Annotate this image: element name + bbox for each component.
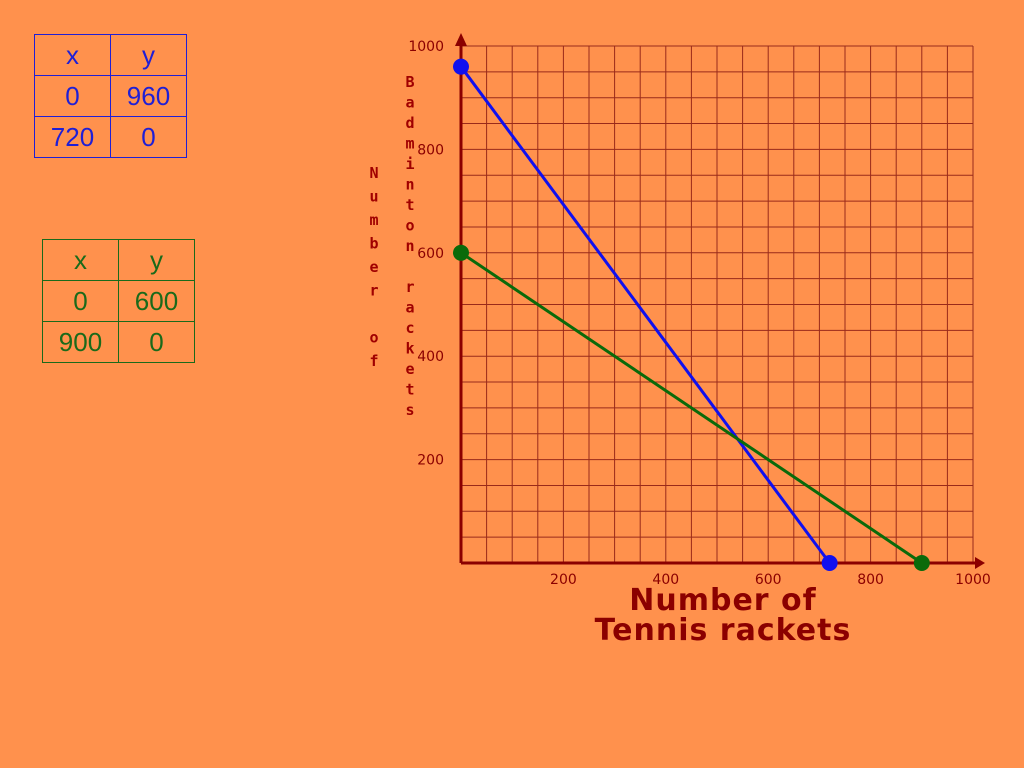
y-axis-label-letter: f <box>369 352 378 370</box>
y-axis-label-letter: t <box>405 196 414 214</box>
tick-labels: 200 400 600 800 1000 200 400 600 800 1000 <box>408 39 990 588</box>
y-axis-label-letter: n <box>405 176 414 194</box>
x-axis-label-line: Tennis rackets <box>595 613 852 648</box>
table-row: 900 0 <box>42 321 195 363</box>
axes <box>455 33 985 569</box>
y-axis-label-letter: B <box>405 73 414 91</box>
y-tick-label: 800 <box>417 142 444 158</box>
y-axis-label-letter: t <box>405 381 414 399</box>
series-point-2 <box>913 555 930 571</box>
y-axis-label-letter: a <box>405 299 414 317</box>
x-axis-arrow <box>975 557 985 569</box>
table-cell: 720 <box>34 116 111 158</box>
series-point-1 <box>453 58 469 75</box>
table-row: x y <box>34 34 187 76</box>
x-axis-label-line: Number of <box>629 583 816 618</box>
y-axis-label-letter: e <box>369 258 378 276</box>
y-axis-arrow <box>455 33 467 46</box>
grid <box>461 45 974 563</box>
y-tick-label: 1000 <box>408 39 444 55</box>
table-cell: 0 <box>118 321 195 363</box>
y-tick-label: 200 <box>417 453 444 469</box>
table-cell: 600 <box>118 280 195 322</box>
y-axis-label-letter: o <box>405 217 414 235</box>
y-axis-label-letter: r <box>369 282 378 300</box>
y-axis-label-letter: n <box>405 237 414 255</box>
y-axis-label-letter: b <box>369 235 378 253</box>
table-row: 720 0 <box>34 116 187 158</box>
y-axis-label-letter: r <box>405 278 414 296</box>
table-cell: 0 <box>42 280 119 322</box>
y-axis-label-letter: d <box>405 114 414 132</box>
y-axis-label-letter: o <box>369 329 378 347</box>
y-axis-label-letter: c <box>405 319 414 337</box>
series-point-1 <box>821 555 838 571</box>
y-axis-label-letter: e <box>405 360 414 378</box>
table-green: x y 0 600 900 0 <box>42 239 195 363</box>
y-axis-label-letter: i <box>405 155 414 173</box>
table-row: 0 960 <box>34 75 187 117</box>
x-tick-label: 200 <box>550 572 577 588</box>
series-group <box>453 58 930 571</box>
y-axis-label-letter: N <box>369 164 378 182</box>
table-cell: 0 <box>110 116 187 158</box>
table-cell: 960 <box>110 75 187 117</box>
y-axis-label-letter: u <box>369 188 378 206</box>
y-tick-label: 400 <box>417 349 444 365</box>
x-tick-label: 600 <box>755 572 782 588</box>
table-blue: x y 0 960 720 0 <box>34 34 187 158</box>
series-line-1 <box>459 65 831 564</box>
series-line-2 <box>460 251 923 565</box>
table-header-cell: y <box>110 34 187 76</box>
y-axis-label-letter: m <box>369 211 378 229</box>
y-axis-label-letter: s <box>405 401 414 419</box>
table-header-cell: x <box>34 34 111 76</box>
series-point-2 <box>453 244 469 261</box>
x-tick-label: 400 <box>652 572 679 588</box>
y-axis-label-letter: m <box>405 135 414 153</box>
x-tick-label: 800 <box>857 572 884 588</box>
table-header-cell: y <box>118 239 195 281</box>
table-row: 0 600 <box>42 280 195 322</box>
y-tick-label: 600 <box>417 246 444 262</box>
y-axis-label-letter: a <box>405 94 414 112</box>
table-cell: 900 <box>42 321 119 363</box>
y-axis-label-letter: k <box>405 340 414 358</box>
table-header-cell: x <box>42 239 119 281</box>
table-row: x y <box>42 239 195 281</box>
x-tick-label: 1000 <box>955 572 991 588</box>
